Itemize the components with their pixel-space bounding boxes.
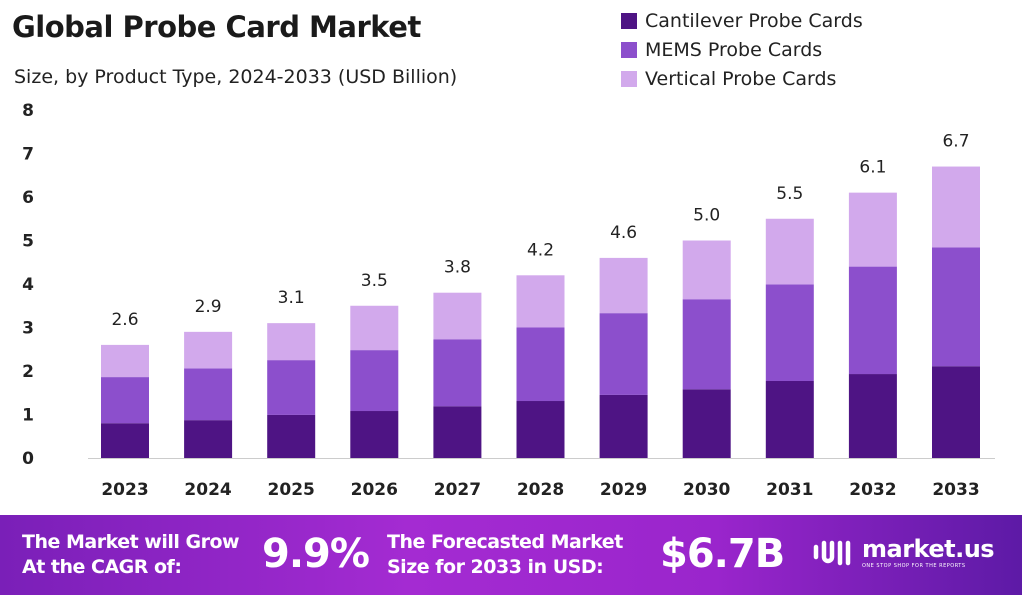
bar-segment-cantilever-probe-cards [682,389,731,458]
legend-swatch [621,41,637,58]
bar-segment-vertical-probe-cards [267,323,316,361]
y-tick-label: 5 [22,232,34,252]
x-tick-label: 2024 [184,480,231,500]
chart-title: Global Probe Card Market [12,10,421,44]
bar-segment-cantilever-probe-cards [350,411,399,458]
data-label: 2.6 [111,310,138,330]
data-label: 5.5 [776,184,803,204]
data-label: 4.6 [610,223,637,243]
forecast-value: $6.7B [660,531,785,577]
data-label: 3.8 [444,258,471,278]
bar-segment-mems-probe-cards [184,368,233,421]
legend-swatch [621,70,637,87]
bar-segment-cantilever-probe-cards [516,401,565,458]
data-label: 6.1 [859,158,886,178]
x-tick-label: 2027 [434,480,481,500]
bar-segment-vertical-probe-cards [682,240,731,300]
y-tick-label: 6 [22,188,34,208]
bar-chart: 0 1 2 3 4 5 6 7 8 2.6 2023 2.9 2024 3.1 2025 3.5 2026 3.8… [22,101,995,500]
forecast-label: The Forecasted Market Size for 2033 in US… [387,531,623,578]
bar-segment-vertical-probe-cards [350,305,399,351]
bar-segment-vertical-probe-cards [516,275,565,328]
data-label: 6.7 [942,132,969,152]
y-tick-label: 4 [22,275,34,295]
chart-subtitle: Size, by Product Type, 2024-2033 (USD Bi… [14,66,458,88]
y-tick-label: 3 [22,319,34,339]
legend-item-cantilever: Cantilever Probe Cards [621,6,863,35]
bar-segment-vertical-probe-cards [765,218,814,285]
bar-segment-vertical-probe-cards [848,192,897,267]
bar-segment-mems-probe-cards [267,360,316,415]
bar-segment-mems-probe-cards [433,339,482,407]
bar-segment-vertical-probe-cards [101,344,149,378]
bar-segment-cantilever-probe-cards [765,381,814,458]
data-label: 3.5 [361,271,388,291]
bar-segment-mems-probe-cards [932,247,980,367]
x-tick-label: 2032 [849,480,896,500]
bar-segment-cantilever-probe-cards [184,420,233,458]
bar-segment-mems-probe-cards [350,350,399,412]
data-label: 2.9 [195,297,222,317]
data-label: 4.2 [527,240,554,260]
bar-segment-mems-probe-cards [765,284,814,382]
bar-segment-mems-probe-cards [599,313,648,395]
y-tick-label: 7 [22,145,34,165]
y-tick-label: 8 [22,101,34,121]
bar-segment-cantilever-probe-cards [101,423,149,458]
y-tick-label: 0 [22,449,34,469]
bar-segment-mems-probe-cards [101,377,149,424]
bar-segment-vertical-probe-cards [433,292,482,340]
x-tick-label: 2025 [268,480,315,500]
x-tick-label: 2030 [683,480,730,500]
bar-segment-mems-probe-cards [848,266,897,375]
bar-segment-cantilever-probe-cards [267,414,316,458]
legend: Cantilever Probe Cards MEMS Probe Cards … [621,6,863,93]
bar-segment-cantilever-probe-cards [932,366,980,458]
bar-segment-cantilever-probe-cards [433,406,482,458]
bar-segment-cantilever-probe-cards [848,374,897,458]
x-tick-label: 2028 [517,480,564,500]
x-tick-label: 2029 [600,480,647,500]
data-label: 3.1 [278,288,305,308]
y-tick-label: 2 [22,362,34,382]
legend-item-vertical: Vertical Probe Cards [621,64,863,93]
legend-swatch [621,12,637,29]
legend-item-mems: MEMS Probe Cards [621,35,863,64]
data-label: 5.0 [693,206,720,226]
bar-segment-mems-probe-cards [682,299,731,390]
cagr-label: The Market will Grow At the CAGR of: [22,531,240,578]
cagr-value: 9.9% [262,531,370,577]
logo-icon [813,540,851,566]
x-tick-label: 2026 [351,480,398,500]
bar-segment-mems-probe-cards [516,327,565,402]
bar-segment-cantilever-probe-cards [599,394,648,458]
x-tick-label: 2033 [932,480,979,500]
bar-segment-vertical-probe-cards [932,166,980,248]
x-tick-label: 2023 [101,480,148,500]
y-tick-label: 1 [22,406,34,426]
bar-segment-vertical-probe-cards [184,331,233,369]
x-tick-label: 2031 [766,480,813,500]
footer-banner: The Market will Grow At the CAGR of: 9.9%… [0,515,1022,595]
brand-logo: market.us ONE STOP SHOP FOR THE REPORTS [812,535,995,569]
bar-segment-vertical-probe-cards [599,257,648,314]
